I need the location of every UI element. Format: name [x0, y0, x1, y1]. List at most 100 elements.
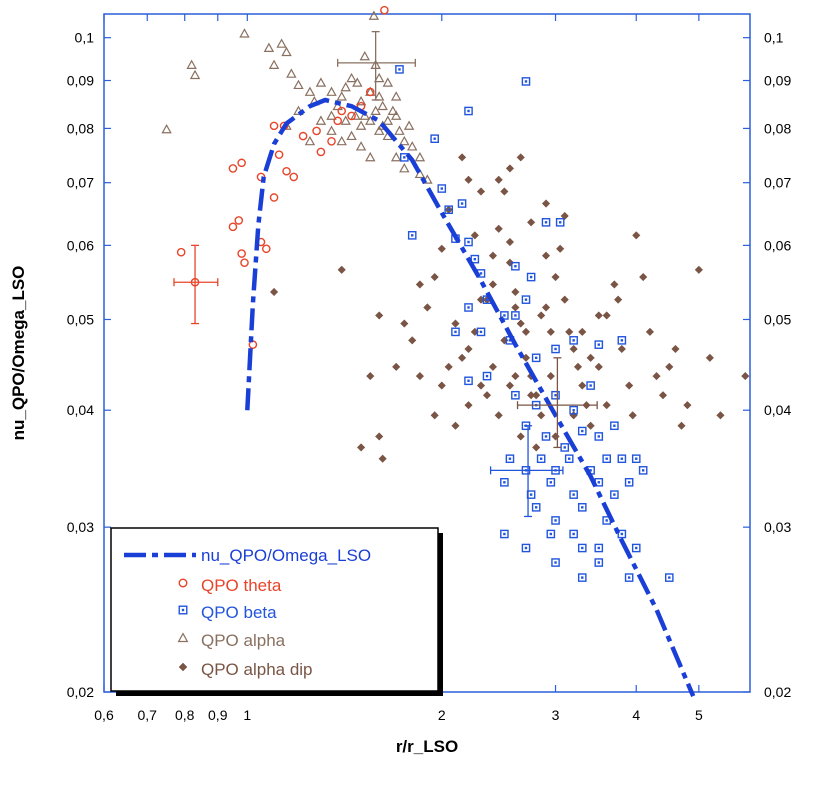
- legend-entry: QPO beta: [178, 603, 277, 622]
- qpo-alpha-dip-point: [269, 287, 279, 297]
- qpo-alpha-point: [370, 105, 381, 115]
- qpo-alpha-dip-point: [594, 362, 603, 372]
- y-tick-label-left: 0,07: [67, 175, 94, 191]
- y-tick-label-right: 0,08: [764, 120, 791, 136]
- qpo-alpha-dip-point: [683, 400, 692, 410]
- qpo-alpha-point: [276, 38, 287, 48]
- qpo-beta-point: [531, 353, 541, 363]
- qpo-alpha-point: [346, 72, 357, 83]
- qpo-beta-point: [464, 303, 473, 312]
- qpo-alpha-point: [365, 151, 376, 162]
- qpo-alpha-dip-point: [375, 311, 384, 320]
- qpo-alpha-point: [399, 162, 410, 173]
- qpo-alpha-dip-point: [677, 421, 686, 430]
- qpo-alpha-point: [263, 42, 275, 52]
- qpo-alpha-point: [390, 151, 402, 162]
- qpo-alpha-point: [373, 125, 385, 135]
- qpo-beta-point: [511, 390, 520, 400]
- qpo-alpha-dip-point: [366, 371, 375, 381]
- qpo-alpha-point: [186, 59, 197, 69]
- qpo-alpha-dip-point: [482, 391, 492, 400]
- qpo-beta-point: [551, 516, 560, 525]
- qpo-beta-point: [521, 295, 531, 304]
- qpo-beta-point: [569, 336, 578, 345]
- qpo-alpha-dip-point: [470, 231, 479, 240]
- qpo-beta-point: [594, 543, 604, 553]
- qpo-beta-point: [594, 340, 604, 349]
- qpo-alpha-dip-point: [613, 295, 623, 304]
- y-tick-label-right: 0,09: [764, 73, 791, 89]
- legend-marker: [178, 605, 188, 615]
- qpo-alpha-point: [399, 135, 410, 146]
- qpo-beta-point: [511, 311, 520, 320]
- legend-label: QPO alpha: [201, 631, 286, 650]
- qpo-beta-point: [594, 432, 604, 441]
- qpo-alpha-dip-point: [457, 153, 467, 162]
- qpo-alpha-point: [281, 46, 292, 57]
- legend-label: nu_QPO/Omega_LSO: [201, 546, 371, 565]
- qpo-beta-point: [638, 466, 648, 475]
- qpo-alpha-dip-point: [665, 362, 674, 372]
- qpo-beta-point: [500, 529, 509, 539]
- qpo-beta-point: [610, 490, 619, 499]
- qpo-alpha-dip-point: [400, 319, 409, 328]
- qpo-alpha-dip-point: [694, 265, 704, 274]
- qpo-alpha-dip-point: [569, 344, 578, 354]
- qpo-alpha-dip-point: [494, 411, 503, 420]
- qpo-alpha-dip-point: [511, 287, 520, 297]
- qpo-alpha-point: [239, 28, 250, 38]
- qpo-theta-point: [237, 158, 246, 168]
- qpo-alpha-dip-point: [628, 411, 637, 420]
- qpo-alpha-dip-point: [536, 411, 546, 420]
- qpo-beta-point: [526, 272, 536, 282]
- qpo-alpha-dip-point: [392, 362, 401, 372]
- qpo-beta-point: [500, 477, 509, 487]
- qpo-alpha-point: [293, 79, 304, 90]
- qpo-alpha-point: [359, 50, 371, 61]
- qpo-alpha-point: [355, 95, 367, 106]
- qpo-theta-point: [269, 193, 279, 202]
- qpo-alpha-dip-point: [451, 319, 460, 328]
- qpo-beta-point: [464, 237, 473, 247]
- qpo-theta-point: [380, 5, 389, 15]
- qpo-alpha-dip-point: [578, 327, 587, 337]
- qpo-beta-point: [564, 454, 574, 464]
- qpo-alpha-point: [326, 125, 337, 135]
- y-tick-label-right: 0,1: [764, 30, 784, 46]
- qpo-alpha-dip-point: [741, 371, 750, 381]
- qpo-alpha-error-bar: [337, 30, 416, 101]
- qpo-alpha-dip-point: [464, 344, 473, 354]
- qpo-alpha-dip-point: [488, 362, 498, 372]
- qpo-beta-point: [624, 477, 634, 487]
- qpo-beta-point: [476, 327, 486, 337]
- qpo-alpha-point: [326, 110, 337, 120]
- qpo-alpha-dip-point: [578, 381, 587, 390]
- y-tick-label-left: 0,02: [67, 684, 94, 700]
- qpo-beta-point: [546, 477, 556, 487]
- qpo-beta-point: [577, 573, 587, 582]
- qpo-beta-point: [551, 558, 560, 567]
- qpo-beta-point: [407, 231, 417, 240]
- qpo-alpha-dip-point: [430, 411, 439, 420]
- qpo-alpha-dip-point: [639, 272, 648, 282]
- qpo-beta-point: [541, 218, 551, 227]
- y-tick-label-right: 0,06: [764, 237, 791, 253]
- qpo-alpha-dip-point: [505, 237, 515, 247]
- qpo-theta-point: [269, 121, 279, 131]
- legend-label: QPO alpha dip: [201, 660, 313, 679]
- qpo-beta-point: [617, 336, 627, 345]
- qpo-alpha-dip-point: [624, 381, 634, 390]
- qpo-alpha-point: [368, 10, 380, 20]
- qpo-beta-point: [577, 426, 587, 436]
- error-bars: [173, 30, 598, 518]
- qpo-beta-point: [500, 311, 509, 320]
- qpo-beta-point: [617, 454, 627, 464]
- qpo-alpha-dip-point: [594, 311, 603, 320]
- qpo-alpha-point: [352, 77, 363, 87]
- qpo-alpha-point: [315, 77, 327, 87]
- qpo-beta-point: [617, 529, 627, 539]
- qpo-alpha-dip-point: [586, 421, 595, 430]
- qpo-alpha-dip-point: [541, 303, 551, 312]
- qpo-beta-point: [395, 65, 404, 74]
- legend-entry: QPO alpha: [177, 631, 286, 650]
